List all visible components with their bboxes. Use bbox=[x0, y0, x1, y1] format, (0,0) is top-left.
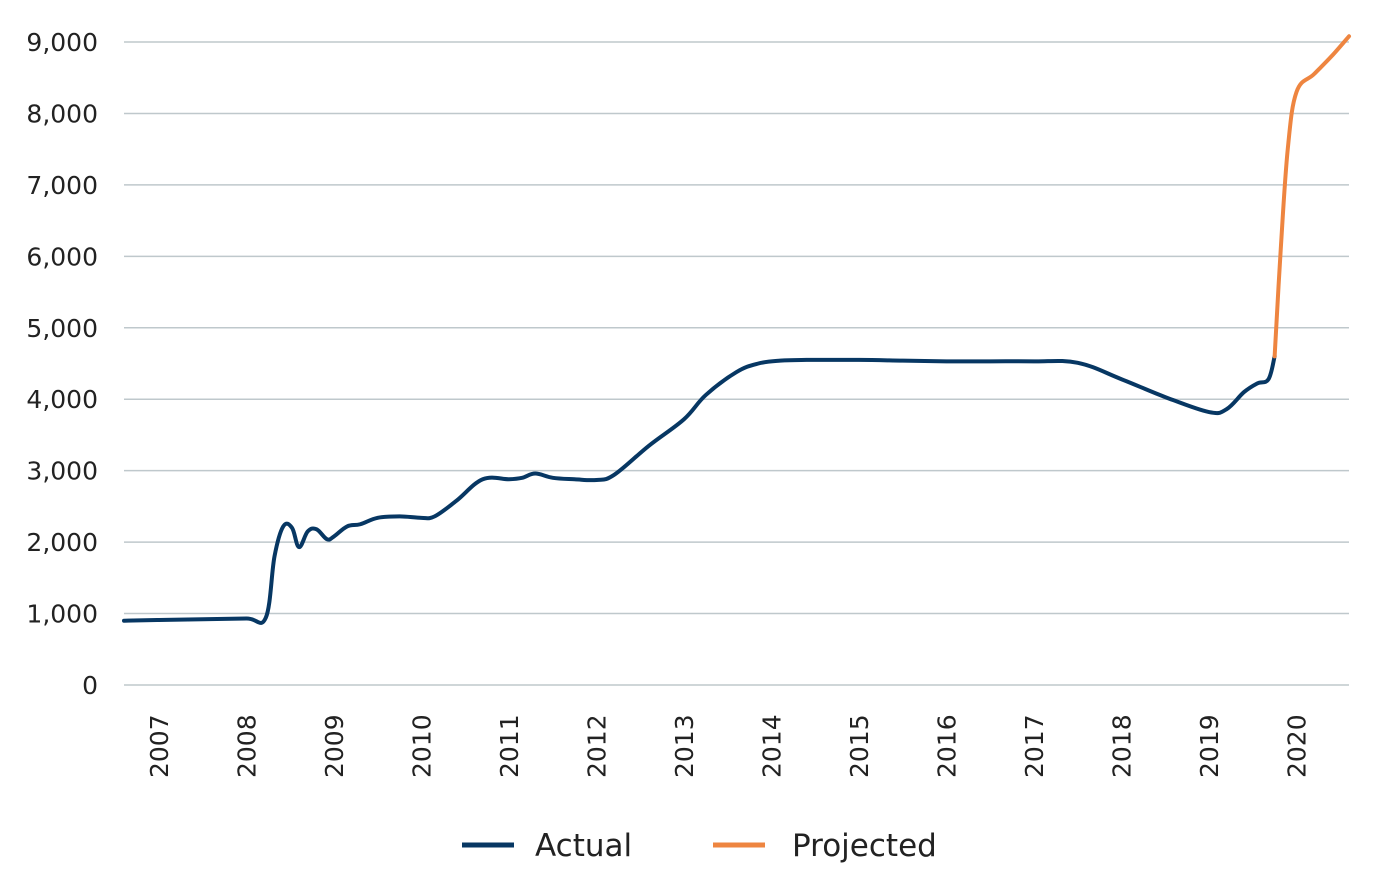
legend-label: Projected bbox=[792, 828, 937, 864]
y-tick-label: 8,000 bbox=[26, 99, 98, 128]
x-tick-label: 2012 bbox=[583, 714, 612, 778]
series-lines bbox=[122, 34, 1351, 625]
y-tick-label: 6,000 bbox=[26, 242, 98, 271]
x-tick-label: 2010 bbox=[408, 714, 437, 778]
y-tick-label: 3,000 bbox=[26, 457, 98, 486]
x-tick-label: 2020 bbox=[1283, 714, 1312, 778]
x-axis: 2007 2008 2009 2010 2011 2012 2013 2014 2015 2016… bbox=[145, 714, 1312, 778]
x-tick-label: 2008 bbox=[233, 714, 262, 778]
y-tick-label: 2,000 bbox=[26, 528, 98, 557]
legend-label: Actual bbox=[535, 828, 632, 864]
grid-lines bbox=[124, 41, 1349, 686]
x-tick-label: 2019 bbox=[1195, 714, 1224, 778]
legend-item-projected: Projected bbox=[713, 828, 937, 864]
x-tick-label: 2013 bbox=[670, 714, 699, 778]
y-tick-label: 5,000 bbox=[26, 314, 98, 343]
series-line-projected bbox=[1272, 34, 1351, 359]
y-tick-label: 7,000 bbox=[26, 171, 98, 200]
legend: Actual Projected bbox=[462, 828, 937, 864]
x-tick-label: 2014 bbox=[758, 714, 787, 778]
x-tick-label: 2018 bbox=[1108, 714, 1137, 778]
y-tick-label: 0 bbox=[82, 671, 98, 700]
x-tick-label: 2009 bbox=[320, 714, 349, 778]
y-axis: 0 1,000 2,000 3,000 4,000 5,000 6,000 7,000 8,00… bbox=[26, 28, 98, 700]
series-line-actual bbox=[122, 354, 1277, 625]
x-tick-label: 2017 bbox=[1020, 714, 1049, 778]
legend-item-actual: Actual bbox=[462, 828, 632, 864]
y-tick-label: 4,000 bbox=[26, 385, 98, 414]
x-tick-label: 2011 bbox=[495, 714, 524, 778]
y-tick-label: 9,000 bbox=[26, 28, 98, 57]
x-tick-label: 2016 bbox=[933, 714, 962, 778]
y-tick-label: 1,000 bbox=[26, 600, 98, 629]
x-tick-label: 2007 bbox=[145, 714, 174, 778]
x-tick-label: 2015 bbox=[845, 714, 874, 778]
